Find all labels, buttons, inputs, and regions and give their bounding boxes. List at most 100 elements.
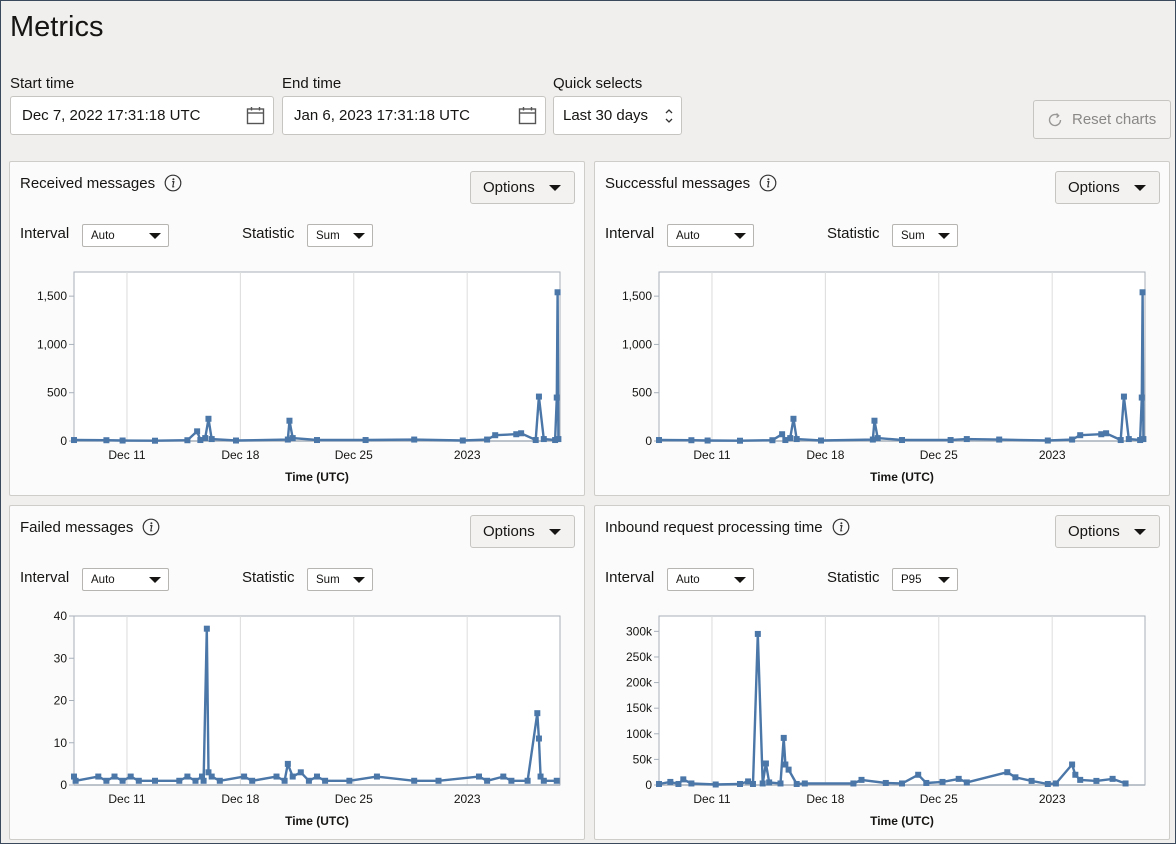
data-point-marker[interactable] [1122,780,1129,787]
data-point-marker[interactable] [202,435,209,442]
data-point-marker[interactable] [534,710,541,717]
data-point-marker[interactable] [95,773,102,780]
data-point-marker[interactable] [233,437,239,444]
data-point-marker[interactable] [273,773,280,780]
data-point-marker[interactable] [1117,437,1124,444]
data-point-marker[interactable] [777,780,784,787]
data-point-marker[interactable] [322,777,329,784]
data-point-marker[interactable] [72,777,79,784]
options-button[interactable]: Options [470,515,575,548]
reset-charts-button[interactable]: Reset charts [1033,100,1171,139]
data-point-marker[interactable] [688,780,695,787]
data-point-marker[interactable] [249,777,256,784]
options-button[interactable]: Options [470,171,575,204]
data-point-marker[interactable] [1012,774,1019,781]
data-point-marker[interactable] [790,415,797,422]
data-point-marker[interactable] [963,436,970,443]
interval-select[interactable]: Auto [667,568,754,591]
calendar-icon[interactable] [518,106,537,125]
data-point-marker[interactable] [1093,777,1100,784]
data-point-marker[interactable] [208,773,215,780]
data-point-marker[interactable] [1044,780,1051,787]
data-point-marker[interactable] [754,630,761,637]
data-point-marker[interactable] [484,436,491,443]
data-point-marker[interactable] [216,777,223,784]
data-point-marker[interactable] [947,437,954,444]
options-button[interactable]: Options [1055,171,1160,204]
data-point-marker[interactable] [749,780,756,787]
data-point-marker[interactable] [712,781,719,788]
data-point-marker[interactable] [484,777,491,784]
data-point-marker[interactable] [793,436,800,443]
data-point-marker[interactable] [779,431,786,438]
data-point-marker[interactable] [667,778,674,785]
options-button[interactable]: Options [1055,515,1160,548]
data-point-marker[interactable] [1138,394,1145,401]
data-point-marker[interactable] [508,777,515,784]
data-point-marker[interactable] [119,777,126,784]
data-point-marker[interactable] [1125,436,1132,443]
data-point-marker[interactable] [411,777,418,784]
data-point-marker[interactable] [492,432,499,439]
data-point-marker[interactable] [152,437,158,444]
data-point-marker[interactable] [476,773,482,780]
line-chart[interactable]: Dec 11 Dec 18 Dec 25 2023 0 10 20 30 40 Time (UTC… [10,606,586,836]
data-point-marker[interactable] [198,773,205,780]
data-point-marker[interactable] [782,437,789,444]
data-point-marker[interactable] [1052,780,1059,787]
data-point-marker[interactable] [540,777,547,784]
data-point-marker[interactable] [362,437,369,444]
data-point-marker[interactable] [532,437,539,444]
data-point-marker[interactable] [1109,775,1116,782]
data-point-marker[interactable] [552,437,559,444]
info-icon[interactable] [142,518,160,536]
data-point-marker[interactable] [205,769,212,776]
calendar-icon[interactable] [246,106,265,125]
data-point-marker[interactable] [766,779,773,786]
data-point-marker[interactable] [899,780,905,787]
data-point-marker[interactable] [1069,436,1076,443]
data-point-marker[interactable] [759,780,766,787]
info-icon[interactable] [759,174,777,192]
data-point-marker[interactable] [939,778,946,785]
data-point-marker[interactable] [535,393,542,400]
data-point-marker[interactable] [782,761,789,768]
data-point-marker[interactable] [518,430,525,437]
data-point-marker[interactable] [787,435,794,442]
data-point-marker[interactable] [745,778,752,785]
data-point-marker[interactable] [955,775,962,782]
data-point-marker[interactable] [297,769,304,776]
data-point-marker[interactable] [737,780,743,787]
data-point-marker[interactable] [373,773,380,780]
data-point-marker[interactable] [1028,777,1035,784]
data-point-marker[interactable] [314,773,320,780]
data-point-marker[interactable] [553,777,560,784]
data-point-marker[interactable] [289,773,296,780]
data-point-marker[interactable] [119,437,126,444]
data-point-marker[interactable] [284,436,291,443]
data-point-marker[interactable] [197,437,204,444]
data-point-marker[interactable] [103,777,110,784]
data-point-marker[interactable] [537,773,544,780]
data-point-marker[interactable] [411,436,418,443]
data-point-marker[interactable] [656,437,662,444]
quick-selects-select[interactable]: Last 30 days [553,96,682,135]
data-point-marker[interactable] [793,780,800,787]
data-point-marker[interactable] [818,437,824,444]
data-point-marker[interactable] [540,436,547,443]
data-point-marker[interactable] [103,437,110,444]
data-point-marker[interactable] [737,437,743,444]
data-point-marker[interactable] [459,437,466,444]
data-point-marker[interactable] [1044,437,1051,444]
data-point-marker[interactable] [923,779,930,786]
data-point-marker[interactable] [785,766,792,773]
data-point-marker[interactable] [192,777,199,784]
data-point-marker[interactable] [858,776,865,783]
data-point-marker[interactable] [1120,393,1127,400]
start-time-input[interactable]: Dec 7, 2022 17:31:18 UTC [10,96,274,135]
data-point-marker[interactable] [1139,289,1146,296]
data-point-marker[interactable] [1077,776,1084,783]
info-icon[interactable] [832,518,850,536]
data-point-marker[interactable] [554,289,561,296]
line-chart[interactable]: Dec 11 Dec 18 Dec 25 2023 0 500 1,000 1,500 Time… [595,262,1171,492]
